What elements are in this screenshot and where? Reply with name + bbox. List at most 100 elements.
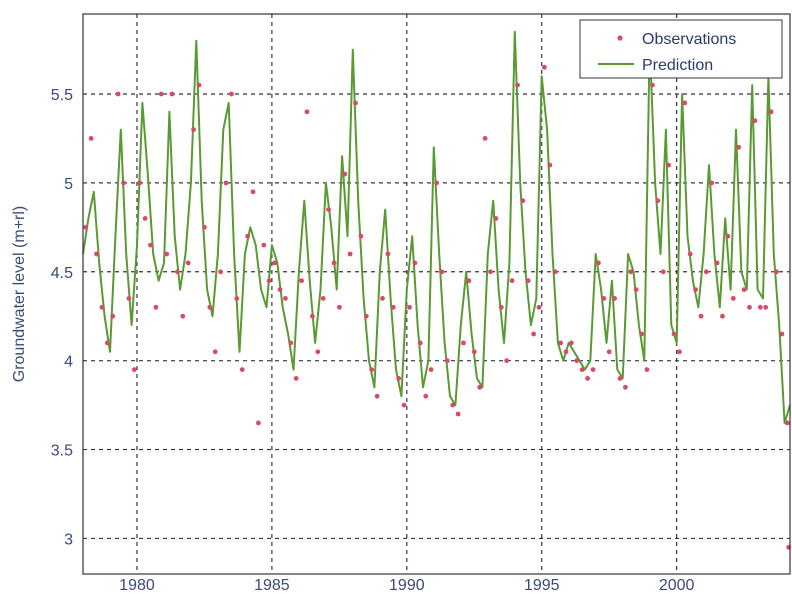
y-tick-label: 3 xyxy=(64,531,73,548)
observation-point xyxy=(196,82,202,88)
observation-point xyxy=(720,313,725,319)
y-tick-labels: 3 3.5 4 4.5 5 5.5 xyxy=(51,87,73,548)
observation-point xyxy=(579,367,585,372)
observation-point xyxy=(347,251,353,257)
observation-point xyxy=(498,304,504,310)
observation-point xyxy=(493,216,499,221)
observation-point xyxy=(531,331,536,337)
observation-point xyxy=(121,180,126,186)
observation-point xyxy=(752,118,758,124)
observation-point xyxy=(450,402,456,408)
observation-point xyxy=(245,233,251,239)
observation-point xyxy=(547,162,553,168)
observation-point xyxy=(423,393,429,399)
observation-point xyxy=(229,91,234,97)
observation-point xyxy=(574,358,580,364)
observation-point xyxy=(363,313,369,319)
observation-point xyxy=(202,224,207,230)
observation-point xyxy=(385,251,391,257)
observation-point xyxy=(94,251,99,257)
observation-point xyxy=(326,207,331,213)
observation-point xyxy=(736,144,742,150)
observation-point xyxy=(261,242,267,248)
observation-point xyxy=(374,393,380,399)
observation-point xyxy=(671,331,677,337)
legend: Observations Prediction xyxy=(579,19,783,79)
observation-point xyxy=(730,296,736,301)
observation-point xyxy=(682,100,688,106)
observation-point xyxy=(153,304,159,310)
legend-observation-marker xyxy=(617,35,623,41)
observation-point xyxy=(660,269,666,275)
observation-point xyxy=(277,287,283,292)
observation-point xyxy=(223,180,229,186)
observation-point xyxy=(698,313,704,319)
x-tick-label: 1990 xyxy=(389,577,425,594)
observation-point xyxy=(401,402,407,408)
observation-point xyxy=(299,278,304,284)
observation-point xyxy=(439,269,445,275)
observation-point xyxy=(407,304,412,310)
observation-point xyxy=(315,349,321,355)
grid-lines xyxy=(83,14,790,574)
observation-point xyxy=(115,91,121,97)
observation-point xyxy=(714,260,720,266)
observation-point xyxy=(212,349,218,355)
observation-point xyxy=(428,367,434,372)
observation-point xyxy=(104,340,110,346)
observation-point xyxy=(272,260,277,266)
observation-point xyxy=(725,233,731,239)
observation-point xyxy=(110,313,116,319)
y-axis-label: Groundwater level (m+rl) xyxy=(11,206,28,383)
observation-point xyxy=(158,91,164,97)
observation-point xyxy=(191,127,197,132)
legend-prediction-label: Prediction xyxy=(642,57,713,74)
observation-point xyxy=(126,296,132,301)
observation-point xyxy=(471,349,477,355)
observation-point xyxy=(353,100,358,106)
observation-point xyxy=(741,287,747,292)
observation-point xyxy=(218,269,224,275)
observation-point xyxy=(83,224,89,230)
observation-point xyxy=(88,136,94,141)
x-tick-label: 1995 xyxy=(524,577,560,594)
plot-frame xyxy=(82,13,791,575)
observation-point xyxy=(342,171,348,177)
observation-point xyxy=(677,349,682,355)
observation-point xyxy=(466,278,472,284)
observation-point xyxy=(390,304,396,310)
legend-observations-label: Observations xyxy=(642,31,736,48)
x-tick-label: 2000 xyxy=(659,577,695,594)
observation-point xyxy=(763,304,769,310)
observation-point xyxy=(644,367,650,372)
observation-point xyxy=(482,136,488,141)
observation-point xyxy=(601,296,607,301)
observation-point xyxy=(606,349,612,355)
observation-point xyxy=(477,384,483,390)
y-tick-label: 4.5 xyxy=(51,265,73,282)
observation-point xyxy=(293,376,299,381)
observation-point xyxy=(703,269,709,275)
observation-point xyxy=(337,304,342,310)
observation-point xyxy=(525,278,531,284)
observation-point xyxy=(288,340,294,346)
legend-box xyxy=(579,19,783,79)
observation-point xyxy=(148,242,153,248)
y-tick-label: 3.5 xyxy=(51,443,73,460)
observation-point xyxy=(396,376,402,381)
observation-point xyxy=(169,91,175,97)
observation-point xyxy=(380,296,385,301)
observation-point xyxy=(623,384,628,390)
observation-point xyxy=(585,376,590,381)
observation-point xyxy=(563,349,569,355)
observation-point xyxy=(185,260,191,266)
observation-point xyxy=(250,189,256,195)
observation-point xyxy=(542,64,547,70)
observation-point xyxy=(331,260,337,266)
observation-point xyxy=(234,296,240,301)
y-tick-label: 4 xyxy=(64,354,73,371)
observation-point xyxy=(461,340,466,346)
prediction-series xyxy=(82,30,791,424)
observation-point xyxy=(164,251,170,257)
observation-point xyxy=(488,269,493,275)
